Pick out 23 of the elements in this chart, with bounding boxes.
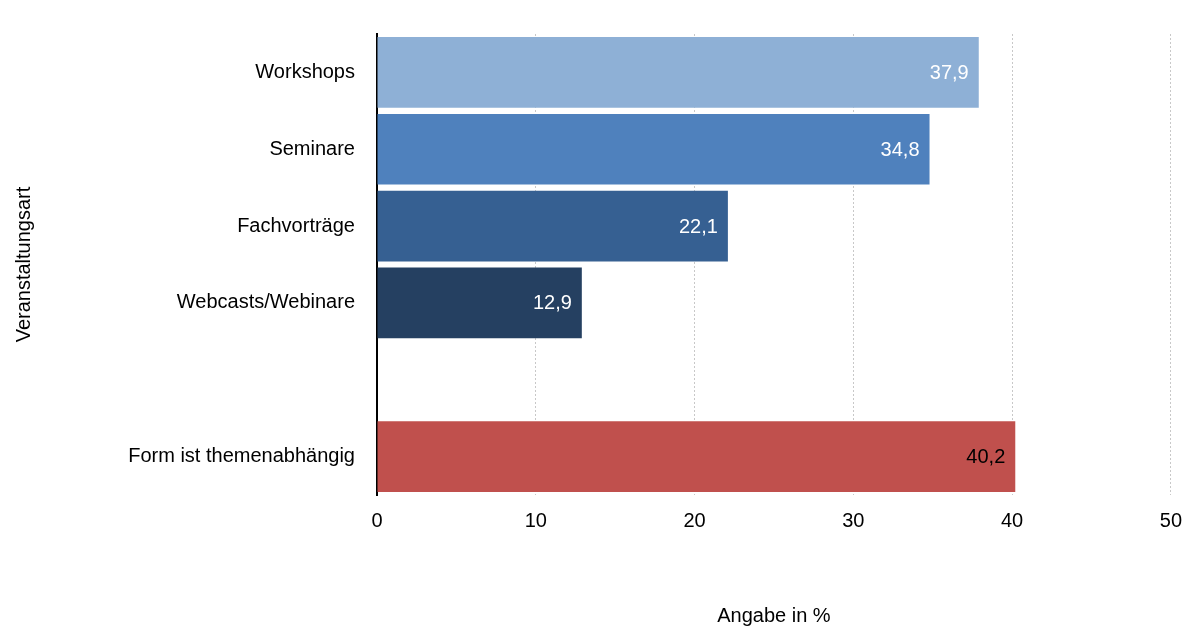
x-tick-label: 40 [1000, 508, 1024, 531]
data-label: 22,1 [678, 214, 718, 237]
y-tick-label: Webcasts/Webinare [176, 290, 355, 313]
bar [377, 190, 728, 262]
bar [377, 37, 979, 108]
y-tick-label: Workshops [255, 59, 355, 82]
data-label: 34,8 [880, 137, 920, 160]
x-tick-label: 30 [842, 508, 865, 531]
x-tick-label: 20 [683, 508, 706, 531]
y-axis-title: Veranstaltungsart [11, 186, 34, 343]
data-label: 40,2 [966, 445, 1006, 468]
y-tick-label: Seminare [269, 136, 355, 159]
x-tick-label: 50 [1159, 508, 1182, 531]
x-axis-title: Angabe in % [717, 603, 831, 626]
bar [377, 113, 930, 185]
bar [377, 421, 1016, 492]
x-tick-label: 10 [524, 508, 547, 531]
y-tick-label: Fachvorträge [237, 213, 355, 236]
x-tick-label: 0 [371, 508, 383, 531]
bar [377, 267, 582, 339]
data-label: 12,9 [532, 291, 572, 314]
y-tick-label: Form ist themenabhängig [128, 444, 355, 467]
data-label: 37,9 [929, 60, 969, 83]
